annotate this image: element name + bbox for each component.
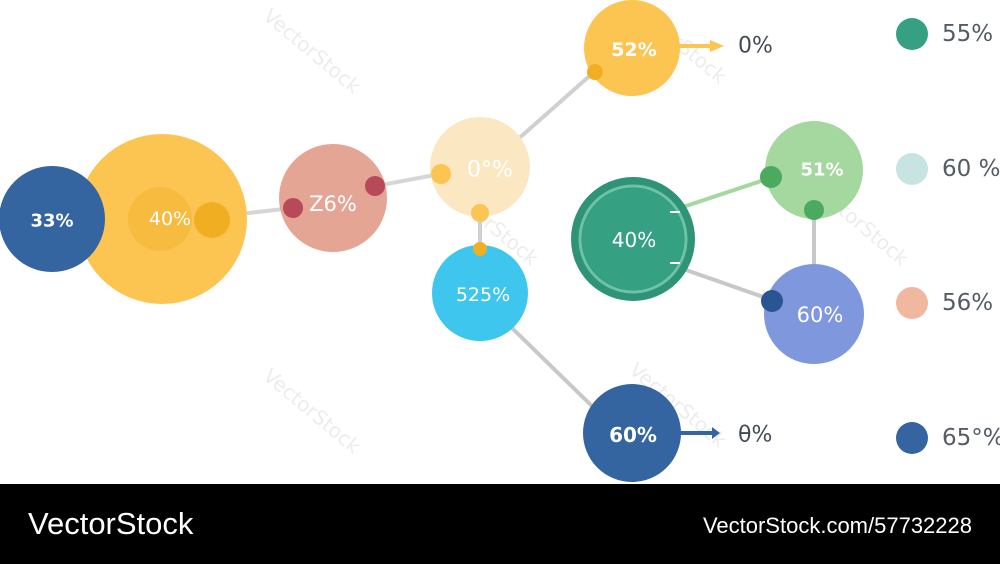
node-n3-dot-right bbox=[365, 176, 385, 196]
footer-brand: VectorStock bbox=[28, 506, 194, 541]
node-n4-dot-bottom bbox=[471, 204, 489, 222]
node-n7-label: 60% bbox=[609, 423, 657, 447]
node-n1-label: 33% bbox=[30, 211, 73, 232]
node-n8-tick-bottom bbox=[670, 262, 680, 264]
node-n8-ring bbox=[578, 184, 688, 294]
legend-label-4: 65°% bbox=[942, 425, 1000, 451]
node-n9-dot-bottom bbox=[804, 200, 824, 220]
node-n8-label: 40% bbox=[612, 228, 656, 252]
node-n5-label: 52% bbox=[611, 39, 656, 61]
node-n5-dot bbox=[587, 64, 603, 80]
legend-label-3: 56% bbox=[942, 290, 993, 316]
node-n6-bubble bbox=[432, 245, 528, 341]
node-n3-bubble bbox=[279, 144, 387, 252]
connector-n3-n4 bbox=[374, 172, 442, 188]
node-n8-tick-top bbox=[670, 211, 680, 213]
footer-url: VectorStock.com/57732228 bbox=[702, 513, 972, 538]
node-n3-dot-left bbox=[283, 198, 303, 218]
node-n8-inner bbox=[582, 188, 684, 290]
node-n6-dot-top bbox=[473, 242, 487, 256]
node-bubbles bbox=[0, 0, 864, 482]
connector-n8-n10 bbox=[684, 268, 774, 302]
legend-swatch-2 bbox=[896, 153, 928, 185]
node-n10-bubble bbox=[764, 264, 864, 364]
legend-swatch-3 bbox=[896, 287, 928, 319]
node-n9-label: 51% bbox=[800, 160, 843, 181]
node-labels: 33% 40% Z6% 0°% 52% 525% 60% 40% 51% 60% bbox=[30, 39, 843, 447]
node-n4-dot-left bbox=[431, 164, 451, 184]
arrow-head-top bbox=[710, 40, 724, 52]
node-n9-dot-left bbox=[760, 166, 782, 188]
node-n10-label: 60% bbox=[797, 303, 844, 327]
node-n2-inner bbox=[128, 187, 192, 251]
node-n6-label: 525% bbox=[456, 284, 510, 306]
node-n5-bubble bbox=[584, 0, 680, 96]
arrow-heads bbox=[710, 40, 724, 439]
node-n2-dot bbox=[194, 202, 230, 238]
connector-n6-n7 bbox=[510, 326, 598, 412]
legend-label-2: 60 % bbox=[942, 156, 1000, 182]
node-n1-bubble bbox=[0, 166, 105, 272]
connector-n4-n5 bbox=[514, 70, 596, 143]
watermark-1: VectorStock bbox=[259, 3, 366, 98]
bubble-diagram: VectorStock VectorStock VectorStock Vect… bbox=[0, 0, 1000, 482]
side-label-top: 0% bbox=[738, 34, 773, 59]
arrow-head-bottom bbox=[712, 427, 720, 439]
node-n3-label: Z6% bbox=[309, 192, 357, 216]
infographic-stage: VectorStock VectorStock VectorStock Vect… bbox=[0, 0, 1000, 482]
legend-swatch-4 bbox=[896, 422, 928, 454]
node-n10-dot bbox=[761, 290, 783, 312]
node-n4-label: 0°% bbox=[467, 158, 513, 183]
node-n4-bubble bbox=[430, 117, 530, 217]
legend-label-1: 55% bbox=[942, 21, 993, 47]
node-n2-label: 40% bbox=[149, 208, 191, 230]
footer-bar: VectorStock VectorStock.com/57732228 bbox=[0, 484, 1000, 564]
watermark-6: VectorStock bbox=[259, 363, 366, 458]
connector-n8-n9 bbox=[678, 176, 772, 210]
node-n7-bubble bbox=[583, 384, 681, 482]
node-n9-bubble bbox=[765, 121, 863, 219]
legend-swatch-1 bbox=[896, 18, 928, 50]
side-label-bottom: θ% bbox=[738, 423, 772, 448]
legend: 55% 60 % 56% 65°% bbox=[896, 18, 1000, 454]
